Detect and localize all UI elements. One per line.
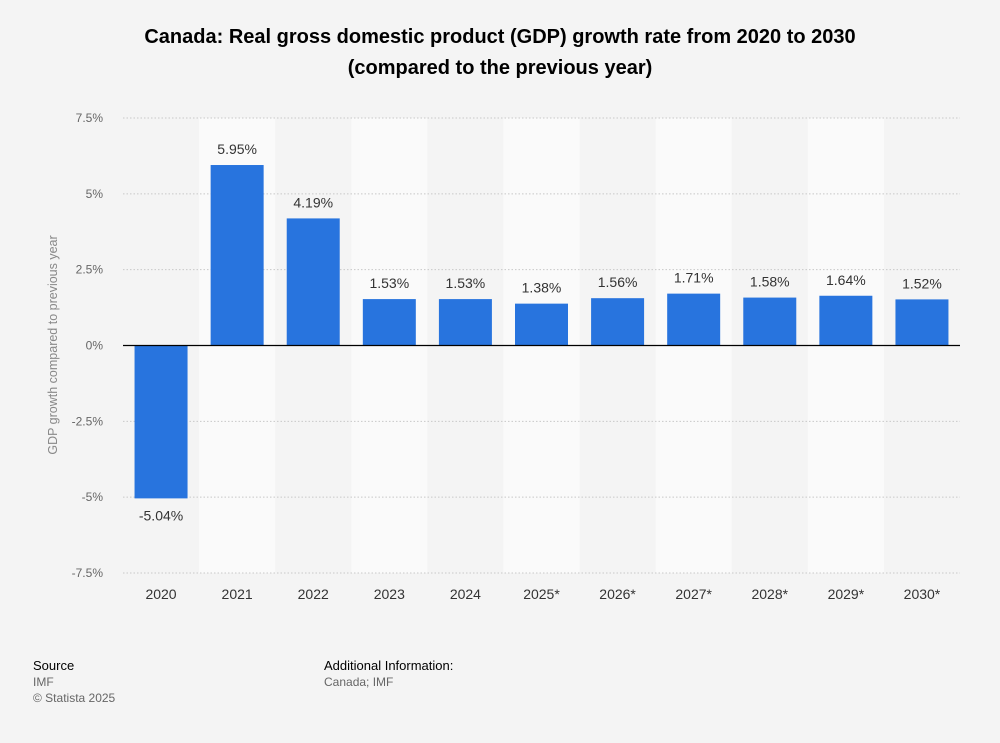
bar-2028 [743,297,797,346]
x-tick-label: 2025* [523,586,560,602]
chart-title-line-1: Canada: Real gross domestic product (GDP… [144,26,856,48]
bar-2027 [667,293,721,346]
bar-2024 [438,299,492,346]
value-label: 1.38% [522,280,562,296]
x-axis-ticks: 2020 2021 2022 2023 2024 2025* 2026* 2027* 2028*… [145,586,940,602]
copyright: © Statista 2025 [33,691,116,705]
bar-2023 [362,299,416,346]
y-axis-ticks: 7.5% 5% 2.5% 0% -2.5% -5% -7.5% [72,111,104,580]
bars [134,165,949,499]
additional-info-text: Canada; IMF [324,675,394,689]
x-tick-label: 2028* [751,586,788,602]
source-name: IMF [33,675,54,689]
value-label: 1.71% [674,270,714,286]
x-tick-label: 2024 [450,586,481,602]
y-tick-label: 0% [86,339,104,353]
gridlines [123,117,960,574]
value-label: 1.53% [446,275,486,291]
bar-2030 [895,299,949,346]
value-label: 1.64% [826,272,866,288]
x-tick-label: 2023 [374,586,405,602]
bar-2022 [286,218,340,346]
bar-2021 [210,165,264,346]
y-tick-label: -5% [82,490,104,504]
y-tick-label: 2.5% [76,263,104,277]
x-tick-label: 2021 [222,586,253,602]
value-label: -5.04% [139,507,183,523]
source-heading: Source [33,658,75,673]
y-tick-label: -7.5% [72,566,104,580]
chart-title-line-2: (compared to the previous year) [347,57,653,79]
bar-2026 [591,298,645,346]
x-tick-label: 2020 [145,586,176,602]
x-tick-label: 2026* [599,586,636,602]
value-labels: -5.04% 5.95% 4.19% 1.53% 1.53% 1.38% 1.56% 1.71… [139,141,942,523]
bar-2029 [819,295,873,346]
value-label: 1.58% [750,274,790,290]
x-tick-label: 2027* [675,586,712,602]
source-block: Source IMF © Statista 2025 [33,658,115,706]
bar-2020 [134,345,188,499]
additional-info-block: Additional Information: Canada; IMF [324,658,453,690]
y-tick-label: 5% [86,187,104,201]
x-tick-label: 2029* [828,586,865,602]
value-label: 4.19% [293,194,333,210]
bar-2025 [515,303,568,346]
x-tick-label: 2030* [904,586,941,602]
additional-info-heading: Additional Information: [324,658,454,673]
value-label: 1.56% [598,274,638,290]
y-tick-label: -2.5% [72,414,104,428]
y-tick-label: 7.5% [76,111,104,125]
value-label: 5.95% [217,141,257,157]
value-label: 1.53% [369,275,409,291]
x-tick-label: 2022 [298,586,329,602]
y-axis-label: GDP growth compared to previous year [46,235,60,454]
chart-title: Canada: Real gross domestic product (GDP… [0,22,1000,84]
value-label: 1.52% [902,275,942,291]
